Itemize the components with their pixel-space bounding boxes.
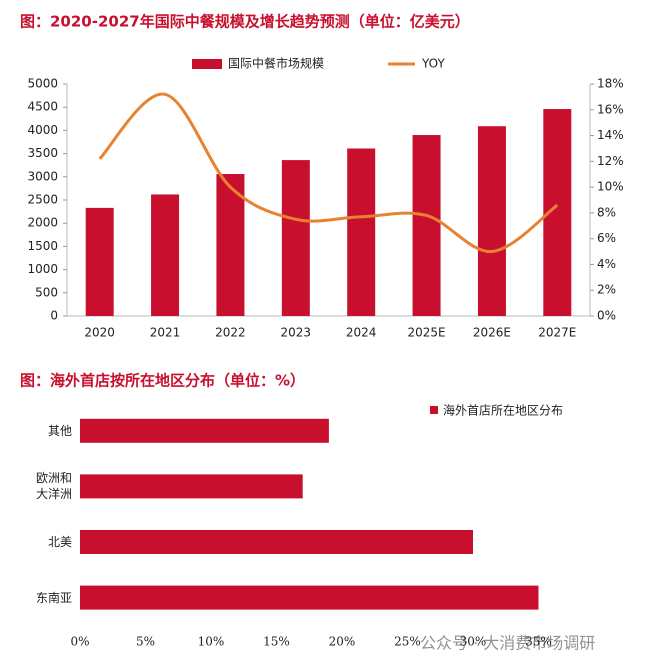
bar <box>80 418 329 443</box>
y-tick-label: 北美 <box>47 535 72 549</box>
legend-label: YOY <box>421 57 445 71</box>
y-tick-label-box: 北美 <box>47 535 72 549</box>
x-tick-label: 2025E <box>408 326 446 340</box>
x-tick-label: 2023 <box>281 326 312 340</box>
x-tick-label: 15% <box>263 635 290 649</box>
legend-label: 海外首店所在地区分布 <box>443 403 563 418</box>
legend-swatch <box>192 59 222 69</box>
x-tick-label: 2027E <box>538 326 576 340</box>
y-tick-label: 3000 <box>27 169 58 183</box>
x-tick-label: 2021 <box>150 326 181 340</box>
y2-tick-label: 8% <box>597 205 616 219</box>
x-tick-label: 2020 <box>84 326 115 340</box>
bar <box>80 585 539 610</box>
y-tick-label-box: 其他 <box>47 423 72 438</box>
y2-tick-label: 4% <box>597 257 616 271</box>
y-tick-label: 1500 <box>27 239 58 253</box>
y-tick-label: 欧洲和 大洋洲 <box>35 471 72 502</box>
x-tick-label: 0% <box>70 635 89 649</box>
bar <box>216 174 245 316</box>
x-tick-label: 10% <box>198 635 225 649</box>
x-tick-label: 5% <box>136 635 155 649</box>
y2-tick-label: 12% <box>597 154 624 168</box>
x-tick-label: 25% <box>394 635 421 649</box>
y2-tick-label: 2% <box>597 283 616 297</box>
x-tick-label: 2026E <box>473 326 511 340</box>
y-tick-label: 500 <box>35 285 58 299</box>
y2-tick-label: 16% <box>597 102 624 116</box>
yoy-line <box>98 92 559 254</box>
bar <box>281 160 310 316</box>
chart-title: 图：2020-2027年国际中餐规模及增长趋势预测（单位：亿美元） <box>20 13 470 31</box>
y-tick-label: 1000 <box>27 262 58 276</box>
y2-tick-label: 14% <box>597 128 624 142</box>
y-tick-label: 其他 <box>47 423 72 438</box>
bar <box>477 126 506 316</box>
x-tick-label: 30% <box>460 635 487 649</box>
x-tick-label: 35% <box>525 635 552 649</box>
bar <box>151 194 180 316</box>
y2-tick-label: 18% <box>597 77 624 91</box>
y-tick-label: 3500 <box>27 146 58 160</box>
x-tick-label: 2022 <box>215 326 246 340</box>
y-tick-label-box: 欧洲和 大洋洲 <box>35 471 72 502</box>
watermark: 公众号 · 大消费市场调研 <box>420 634 595 653</box>
legend-swatch <box>430 406 438 414</box>
bar <box>412 135 441 316</box>
chart-title: 图：海外首店按所在地区分布（单位：%） <box>20 372 305 390</box>
y-tick-label: 东南亚 <box>35 590 72 605</box>
bar <box>347 148 376 316</box>
legend-label: 国际中餐市场规模 <box>228 56 324 71</box>
y-tick-label: 0 <box>50 309 58 323</box>
y-tick-label-box: 东南亚 <box>35 590 72 605</box>
bar <box>85 207 114 316</box>
y-tick-label: 2500 <box>27 193 58 207</box>
y-tick-label: 2000 <box>27 216 58 230</box>
y2-tick-label: 6% <box>597 231 616 245</box>
y-tick-label: 4500 <box>27 100 58 114</box>
y2-tick-label: 0% <box>597 309 616 323</box>
y-tick-label: 4000 <box>27 123 58 137</box>
x-tick-label: 2024 <box>346 326 377 340</box>
y2-tick-label: 10% <box>597 180 624 194</box>
bar <box>80 530 473 554</box>
bar <box>80 474 303 499</box>
y-tick-label: 5000 <box>27 77 58 91</box>
x-tick-label: 20% <box>329 635 356 649</box>
